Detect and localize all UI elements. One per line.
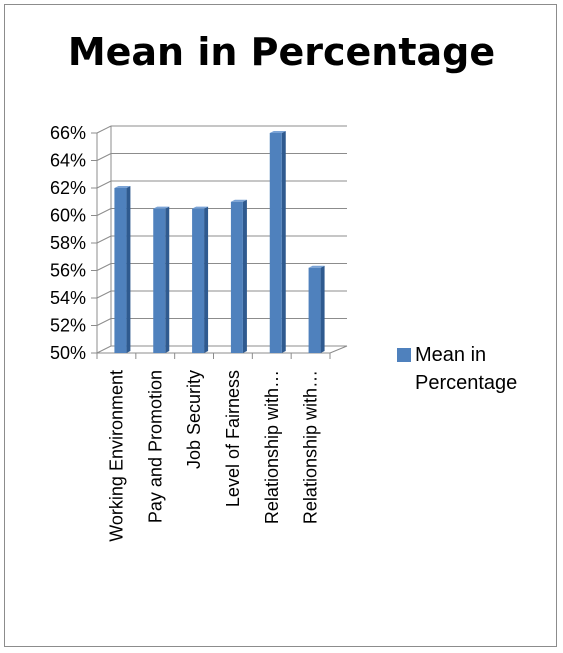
bar-side	[204, 206, 209, 353]
bar-side	[165, 206, 170, 353]
x-tick-label: Job Security	[184, 370, 204, 469]
bar-top	[269, 131, 286, 133]
x-tick-label: Pay and Promotion	[145, 370, 165, 523]
gridline-side	[96, 125, 112, 134]
y-tick-label: 56%	[50, 261, 86, 281]
y-tick-label: 64%	[50, 151, 86, 171]
x-tick-label: Relationship with…	[301, 370, 321, 524]
legend-swatch	[397, 348, 411, 362]
y-tick-label: 66%	[50, 123, 86, 143]
gridline-side	[96, 318, 112, 326]
bar-top	[114, 186, 131, 188]
y-tick-label: 60%	[50, 206, 86, 226]
bar	[269, 133, 282, 353]
gridline-side	[96, 263, 112, 271]
bar-top	[192, 206, 209, 209]
gridline-side	[96, 235, 112, 244]
y-tick-label: 50%	[50, 343, 86, 363]
x-tick-label: Relationship with…	[262, 370, 282, 524]
gridline-side	[96, 345, 112, 354]
x-tick-label: Working Environment	[106, 370, 126, 542]
bar-top	[308, 265, 325, 268]
gridline-side	[96, 180, 112, 189]
bar	[308, 267, 321, 353]
y-tick-label: 58%	[50, 233, 86, 253]
gridline-side	[96, 208, 112, 216]
bar	[153, 208, 166, 353]
y-tick-label: 52%	[50, 316, 86, 336]
legend-label: Mean in Percentage	[415, 344, 518, 394]
gridline-side	[96, 153, 112, 161]
x-tick-label: Level of Fairness	[223, 370, 243, 507]
bar	[192, 208, 205, 353]
floor-edge	[329, 345, 348, 354]
bar-side	[281, 131, 286, 353]
bar	[230, 201, 243, 353]
bar-top	[230, 199, 247, 202]
bar-side	[242, 199, 247, 353]
bar-side	[126, 186, 131, 353]
bar-side	[320, 265, 325, 353]
bar-top	[153, 206, 170, 209]
chart-title: Mean in Percentage	[67, 30, 496, 74]
y-tick-label: 54%	[50, 288, 86, 308]
bar	[114, 188, 127, 353]
gridline-side	[96, 290, 112, 299]
y-tick-label: 62%	[50, 178, 86, 198]
